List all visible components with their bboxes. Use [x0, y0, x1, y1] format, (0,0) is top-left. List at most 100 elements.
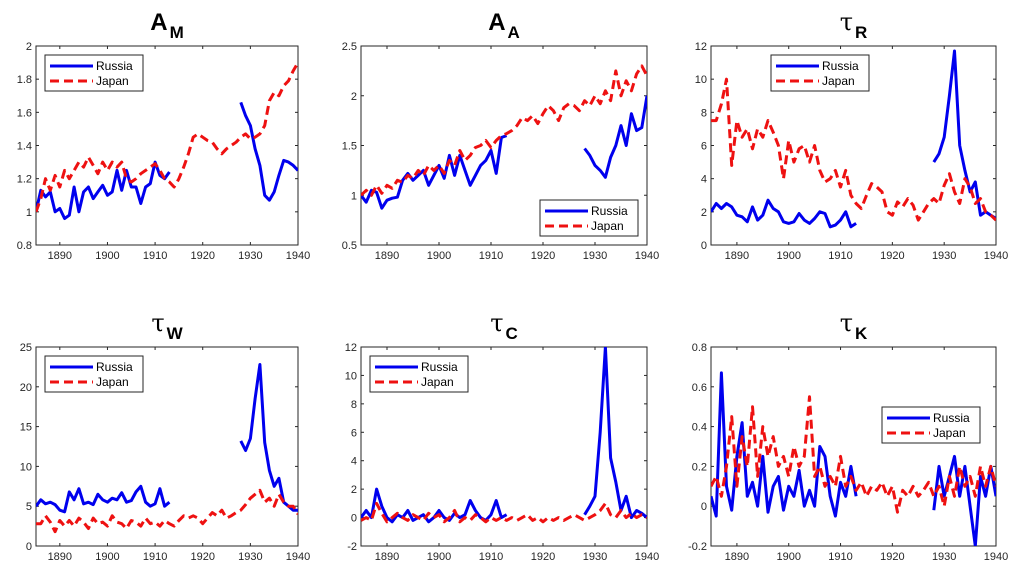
y-tick-label: 0.8 — [17, 240, 32, 252]
panel-title-main: τ — [840, 8, 853, 36]
y-tick-label: 2 — [351, 484, 357, 496]
panel-title-main: A — [150, 9, 167, 36]
x-tick-label: 1890 — [725, 551, 749, 563]
y-tick-label: 5 — [26, 501, 32, 513]
x-tick-label: 1890 — [48, 551, 72, 563]
panel-title-sub: A — [508, 23, 520, 42]
legend-label-russia: Russia — [591, 204, 628, 218]
y-tick-label: 1.5 — [342, 141, 357, 153]
x-tick-label: 1900 — [95, 551, 119, 563]
panel-am: A M 1890 1900 1910 1920 1930 1940 0.8 1 1.2 1.4 1.6 1… — [17, 9, 311, 262]
y-tick-label: 6 — [701, 141, 707, 153]
y-tick-label: 2 — [26, 41, 32, 53]
y-tick-label: 0.6 — [692, 382, 707, 394]
series-line-japan-0 — [711, 395, 996, 514]
series-line-russia-1 — [583, 95, 647, 179]
x-tick-label: 1940 — [635, 250, 659, 262]
legend-label-japan: Japan — [591, 219, 624, 233]
legend-box — [369, 355, 469, 393]
legend-label-japan: Japan — [96, 375, 129, 389]
panel-tk: τ K 1890 1900 1910 1920 1930 1940 -0.2 0 0.2 0.4 0.6… — [688, 309, 1008, 563]
x-tick-label: 1910 — [143, 250, 167, 262]
y-tick-label: 1 — [351, 190, 357, 202]
series-line-russia-1 — [239, 101, 298, 202]
x-tick-label: 1900 — [776, 551, 800, 563]
plot-frame — [710, 346, 997, 547]
y-tick-label: 20 — [20, 382, 32, 394]
panel-title-main: τ — [151, 309, 164, 337]
x-tick-label: 1890 — [48, 250, 72, 262]
y-tick-label: 1.6 — [17, 107, 32, 119]
series-line-japan-0 — [36, 488, 298, 534]
y-tick-label: 15 — [20, 422, 32, 434]
x-tick-label: 1910 — [828, 250, 852, 262]
y-tick-label: 12 — [695, 41, 707, 53]
x-tick-label: 1900 — [95, 250, 119, 262]
legend-box — [44, 355, 144, 393]
y-tick-label: 10 — [345, 370, 357, 382]
y-tick-label: 4 — [701, 174, 707, 186]
x-tick-label: 1900 — [427, 250, 451, 262]
x-tick-label: 1930 — [932, 551, 956, 563]
legend-label-russia: Russia — [421, 360, 458, 374]
legend-box — [770, 54, 870, 92]
y-tick-label: 6 — [351, 427, 357, 439]
legend-label-japan: Japan — [933, 426, 966, 440]
series-line-russia-0 — [711, 198, 857, 229]
x-tick-label: 1910 — [143, 551, 167, 563]
series-line-russia-1 — [932, 454, 996, 546]
panel-title-main: A — [488, 9, 505, 36]
x-tick-label: 1920 — [880, 250, 904, 262]
legend-label-japan: Japan — [822, 74, 855, 88]
y-tick-label: -2 — [347, 541, 357, 553]
x-tick-label: 1940 — [286, 551, 310, 563]
y-tick-label: 2.5 — [342, 41, 357, 53]
panel-title-main: τ — [490, 309, 503, 337]
legend-label-russia: Russia — [933, 411, 970, 425]
x-tick-label: 1890 — [725, 250, 749, 262]
panel-tw: τ W 1890 1900 1910 1920 1930 1940 0 5 10 15 20 25 Russ… — [20, 309, 310, 563]
legend-label-russia: Russia — [96, 360, 133, 374]
panel-tr: τ R 1890 1900 1910 1920 1930 1940 0 2 4 6 8 10 12 Russi… — [695, 8, 1008, 262]
panel-title-sub: M — [170, 23, 184, 42]
legend-box — [881, 406, 981, 444]
x-tick-label: 1910 — [479, 551, 503, 563]
legend-label-japan: Japan — [421, 375, 454, 389]
x-tick-label: 1940 — [635, 551, 659, 563]
x-tick-label: 1920 — [880, 551, 904, 563]
x-tick-label: 1920 — [531, 551, 555, 563]
x-tick-label: 1900 — [427, 551, 451, 563]
y-tick-label: 0 — [351, 513, 357, 525]
legend-label-japan: Japan — [96, 74, 129, 88]
y-tick-label: 2 — [701, 207, 707, 219]
y-tick-label: 12 — [345, 342, 357, 354]
y-tick-label: 0 — [701, 240, 707, 252]
y-tick-label: 1.4 — [17, 141, 32, 153]
y-tick-label: -0.2 — [688, 541, 707, 553]
x-tick-label: 1930 — [583, 250, 607, 262]
y-tick-label: 0.2 — [692, 461, 707, 473]
x-tick-label: 1930 — [583, 551, 607, 563]
x-tick-label: 1940 — [984, 250, 1008, 262]
panel-title-sub: R — [855, 23, 867, 42]
x-tick-label: 1910 — [479, 250, 503, 262]
series-line-japan-0 — [36, 61, 298, 213]
series-line-russia-0 — [361, 134, 508, 210]
x-tick-label: 1940 — [984, 551, 1008, 563]
y-tick-label: 0.8 — [692, 342, 707, 354]
series-line-japan-0 — [361, 501, 647, 524]
panel-title-sub: K — [855, 324, 868, 343]
panel-title-sub: W — [167, 324, 184, 343]
legend-box — [539, 199, 639, 237]
x-tick-label: 1940 — [286, 250, 310, 262]
